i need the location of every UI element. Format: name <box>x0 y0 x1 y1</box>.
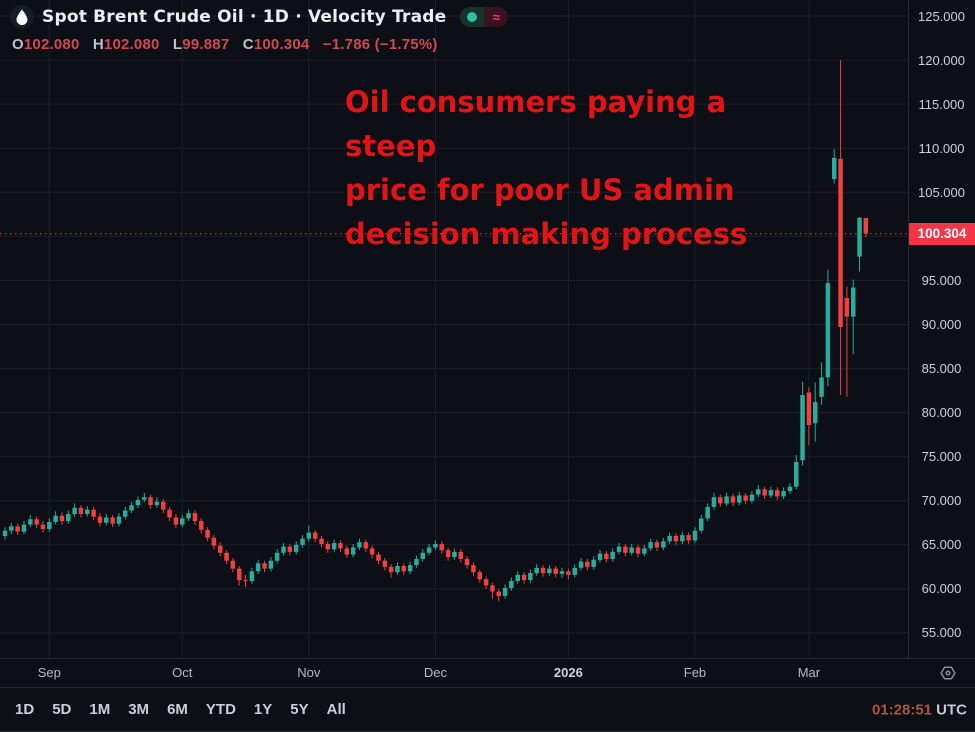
time-axis-label: Sep <box>37 665 61 680</box>
price-axis-label: 105.000 <box>918 184 965 200</box>
price-axis-label: 60.000 <box>921 581 962 597</box>
time-axis-label: Nov <box>297 665 321 680</box>
time-axis-label: Mar <box>797 665 821 680</box>
price-axis-label: 90.000 <box>921 316 962 332</box>
low-value: 99.887 <box>182 36 230 53</box>
price-axis-label: 65.000 <box>921 537 962 553</box>
clock-time: 01:28:51 <box>871 701 932 718</box>
price-axis-label: 75.000 <box>921 449 962 465</box>
oil-drop-icon <box>10 5 34 29</box>
market-status-pill[interactable]: ≈ <box>460 7 509 27</box>
chart-legend: Spot Brent Crude Oil · 1D · Velocity Tra… <box>10 5 509 53</box>
open-value: 102.080 <box>23 36 80 53</box>
ohlc-values-row[interactable]: O102.080 H102.080 L99.887 C100.304 −1.78… <box>12 36 508 53</box>
time-axis-label: Oct <box>172 665 193 680</box>
range-button-ytd[interactable]: YTD <box>205 701 236 718</box>
range-toolbar: 1D 5D 1M 3M 6M YTD 1Y 5Y All 01:28:51 UTC <box>0 687 975 732</box>
price-axis[interactable]: 55.000 60.000 65.000 70.000 75.000 80.000 85.0… <box>908 0 975 658</box>
range-button-5d[interactable]: 5D <box>52 701 72 718</box>
price-axis-label: 95.000 <box>921 272 962 288</box>
price-axis-label: 125.000 <box>918 8 965 24</box>
time-axis-label: Feb <box>683 665 707 680</box>
annotation-text: Oil consumers paying a steep price for p… <box>345 85 748 251</box>
delayed-data-icon: ≈ <box>484 7 509 27</box>
high-label: H <box>92 36 104 53</box>
symbol-title[interactable]: Spot Brent Crude Oil · 1D · Velocity Tra… <box>42 7 447 27</box>
price-axis-label: 70.000 <box>921 493 962 509</box>
candlestick-chart[interactable] <box>0 0 975 658</box>
range-button-1y[interactable]: 1Y <box>253 701 273 718</box>
price-axis-label: 110.000 <box>918 140 965 156</box>
low-label: L <box>172 36 183 53</box>
time-axis-label: Dec <box>423 665 447 680</box>
time-axis[interactable]: Sep Oct Nov Dec 2026 Feb Mar <box>0 658 975 687</box>
price-axis-label: 115.000 <box>918 96 965 112</box>
close-label: C <box>242 36 254 53</box>
range-button-3m[interactable]: 3M <box>128 701 150 718</box>
range-button-1d[interactable]: 1D <box>15 701 35 718</box>
live-status-icon <box>460 7 485 27</box>
change-value: −1.786 (−1.75%) <box>322 36 438 53</box>
range-button-1m[interactable]: 1M <box>89 701 111 718</box>
price-axis-border <box>908 0 909 658</box>
price-axis-label: 80.000 <box>921 405 962 421</box>
last-price-label: 100.304 <box>909 222 975 245</box>
range-button-5y[interactable]: 5Y <box>290 701 309 718</box>
price-axis-label: 120.000 <box>918 52 965 68</box>
clock[interactable]: 01:28:51 UTC <box>872 701 967 718</box>
open-label: O <box>12 36 24 53</box>
close-value: 100.304 <box>253 36 310 53</box>
high-value: 102.080 <box>103 36 160 53</box>
range-button-all[interactable]: All <box>326 701 346 718</box>
price-axis-label: 85.000 <box>921 361 962 377</box>
chart-pane[interactable]: 55.000 60.000 65.000 70.000 75.000 80.000 85.0… <box>0 0 975 658</box>
range-button-6m[interactable]: 6M <box>167 701 188 718</box>
time-axis-label: 2026 <box>553 665 583 680</box>
axis-settings-gear-icon[interactable] <box>938 663 958 683</box>
price-axis-label: 55.000 <box>921 625 962 641</box>
clock-zone-label: UTC <box>936 701 967 718</box>
